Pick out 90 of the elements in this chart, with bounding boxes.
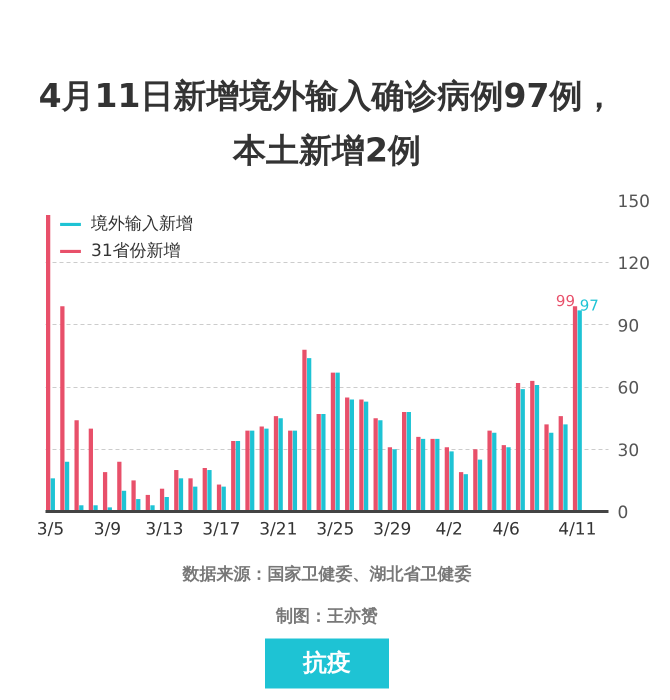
bar	[516, 382, 520, 512]
bar	[435, 438, 440, 512]
bar	[345, 397, 350, 512]
y-tick-label: 60	[618, 378, 640, 399]
bar	[578, 310, 582, 512]
y-tick-label: 150	[618, 192, 650, 212]
bar	[464, 474, 468, 512]
data-label: 97	[580, 296, 599, 314]
x-tick-label: 3/29	[373, 520, 412, 540]
bar	[174, 470, 178, 512]
bar	[64, 462, 70, 512]
bar	[102, 472, 108, 512]
bar	[544, 424, 549, 512]
bar	[260, 426, 264, 512]
y-tick-label: 0	[618, 503, 628, 523]
y-tick-label: 90	[618, 316, 640, 336]
bar	[487, 430, 492, 512]
x-tick-label: 3/9	[94, 520, 122, 540]
bar	[231, 441, 236, 512]
x-tick-label: 3/17	[202, 520, 240, 540]
bar	[430, 438, 435, 512]
x-tick-label: 4/11	[558, 520, 596, 540]
bar	[374, 418, 378, 512]
bar	[478, 460, 482, 512]
bar	[307, 358, 312, 512]
bar	[236, 441, 240, 512]
x-tick-label: 3/13	[145, 520, 184, 540]
x-tick-label: 4/2	[436, 520, 463, 540]
bar	[46, 215, 50, 512]
bar	[321, 414, 326, 512]
bar	[292, 430, 298, 512]
bar	[136, 499, 140, 512]
bar	[549, 432, 554, 512]
bar	[502, 445, 506, 512]
bar	[534, 385, 540, 512]
x-tick-label: 3/5	[36, 520, 64, 540]
bar	[288, 430, 292, 512]
bar	[458, 472, 464, 512]
bar	[245, 430, 250, 512]
bar	[506, 447, 511, 512]
y-tick-label: 30	[618, 440, 640, 461]
source-note: 数据来源：国家卫健委、湖北省卫健委	[182, 564, 472, 584]
bar	[60, 306, 65, 512]
bar	[302, 350, 307, 512]
bar	[74, 420, 79, 512]
text: 制图：王亦赟	[275, 606, 378, 626]
bar	[449, 451, 454, 512]
bar	[88, 428, 93, 512]
x-tick-label: 3/21	[259, 520, 298, 540]
bar	[444, 447, 449, 512]
bar	[572, 306, 578, 512]
bar	[392, 449, 397, 512]
text: 抗疫	[302, 648, 351, 676]
bar	[420, 438, 426, 512]
bar	[50, 478, 55, 512]
bar	[278, 418, 283, 512]
data-label: 99	[556, 292, 576, 310]
bar	[250, 430, 254, 512]
bar	[202, 468, 207, 512]
bar	[402, 412, 406, 512]
bar	[530, 380, 534, 512]
bar	[193, 486, 198, 512]
x-tick-label: 4/6	[492, 520, 520, 540]
chart-title: 4月11日新增境外输入确诊病例97例，本土新增2例	[38, 76, 616, 170]
bar	[222, 486, 226, 512]
bar	[336, 372, 340, 512]
bar	[473, 449, 478, 512]
bar	[359, 400, 364, 512]
bar	[520, 389, 525, 512]
bar	[406, 412, 411, 512]
bar	[378, 420, 382, 512]
bar	[364, 402, 368, 512]
bar	[146, 494, 150, 512]
bar	[563, 424, 568, 512]
legend-label: 境外输入新增	[91, 213, 193, 235]
y-tick-label: 120	[618, 254, 650, 274]
bar	[416, 436, 421, 512]
bar	[330, 372, 336, 512]
bar	[274, 416, 278, 512]
bar	[264, 428, 269, 512]
bar	[164, 496, 169, 512]
bar	[558, 416, 563, 512]
x-tick-label: 3/25	[316, 520, 354, 540]
bar	[388, 447, 392, 512]
legend-label: 31省份新增	[91, 240, 181, 262]
bar	[207, 470, 212, 512]
bar	[117, 462, 122, 512]
bar	[316, 414, 321, 512]
bar	[350, 400, 354, 512]
bar	[492, 432, 496, 512]
